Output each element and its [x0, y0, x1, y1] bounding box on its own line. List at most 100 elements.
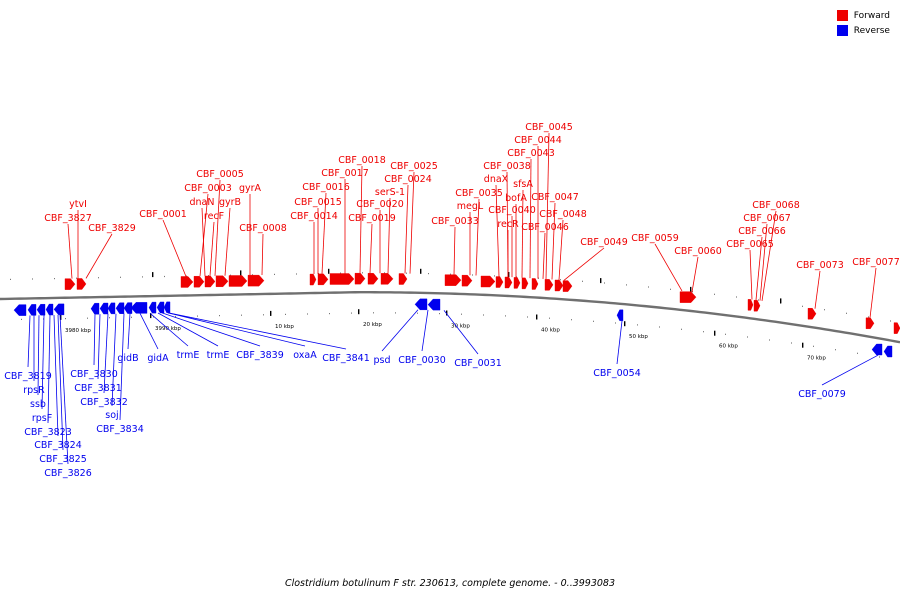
leader-line [167, 312, 306, 347]
tick-label: 3980 kbp [65, 328, 91, 334]
forward-gene-label: CBF_0077 [852, 257, 900, 268]
reverse-gene-arrow [163, 301, 171, 314]
ruler-dot [494, 275, 495, 277]
major-tick [714, 330, 716, 336]
ruler-dot [736, 296, 737, 298]
tick-label: 30 kbp [451, 324, 470, 330]
ruler-dot [571, 319, 572, 321]
forward-gene-arrow [380, 273, 394, 285]
forward-gene-label: CBF_0020 [356, 199, 404, 210]
leader-line [821, 354, 879, 386]
tick-label: 40 kbp [541, 328, 560, 334]
leader-line [261, 233, 264, 276]
forward-gene-label: CBF_0046 [521, 222, 569, 233]
ruler-dot [98, 277, 99, 279]
ruler-dot [714, 293, 715, 295]
leader-line [157, 312, 219, 347]
major-tick [508, 272, 510, 277]
ruler-dot [307, 313, 308, 315]
forward-gene-arrow [193, 276, 205, 288]
leader-line [529, 158, 532, 279]
forward-gene-label: serS-1 [375, 187, 405, 198]
leader-line [421, 309, 429, 352]
ruler-dot [659, 326, 660, 328]
major-tick [600, 278, 602, 284]
forward-gene-label: CBF_0015 [294, 197, 342, 208]
reverse-gene-label: CBF_3830 [70, 369, 118, 380]
reverse-swatch [836, 25, 848, 36]
forward-gene-label: CBF_0040 [488, 205, 536, 216]
major-tick [780, 298, 782, 304]
leader-line [749, 249, 753, 300]
reverse-gene-label: trmE [207, 350, 230, 361]
ruler-dot [186, 275, 187, 277]
reverse-gene-arrow [414, 298, 428, 311]
major-tick [328, 268, 330, 274]
major-tick [270, 310, 272, 316]
leader-line [404, 184, 409, 274]
forward-gene-label: CBF_0065 [726, 239, 774, 250]
forward-gene-label: sfsA [513, 179, 533, 190]
forward-gene-arrow [367, 273, 379, 285]
reverse-gene-arrow [13, 304, 27, 316]
reverse-gene-label: CBF_0031 [454, 358, 502, 369]
reverse-gene-arrow [130, 302, 148, 314]
leader-line [443, 310, 479, 355]
genome-backbone [0, 290, 900, 344]
leader-line [654, 243, 683, 292]
ruler-dot [802, 305, 803, 307]
ruler-dot [703, 331, 704, 333]
reverse-gene-arrow [36, 304, 46, 316]
leader-line [691, 256, 699, 293]
ruler-dot [10, 278, 11, 280]
ruler-dot [428, 273, 429, 275]
reverse-gene-label: gidA [147, 353, 169, 364]
ruler-dot [538, 277, 539, 279]
forward-gene-arrow [398, 273, 408, 285]
reverse-gene-label: trmE [177, 350, 200, 361]
reverse-gene-label: CBF_3823 [24, 427, 72, 438]
leader-line [616, 320, 623, 365]
ruler-dot [329, 313, 330, 315]
leader-line [37, 315, 40, 396]
ruler-dot [219, 315, 220, 317]
forward-gene-arrow [562, 280, 573, 292]
leader-line [139, 313, 159, 350]
ruler-dot [824, 309, 825, 311]
leader-line [161, 312, 261, 347]
reverse-gene-arrow [883, 345, 893, 358]
ruler-dot [175, 315, 176, 318]
forward-gene-label: CBF_0008 [239, 223, 287, 234]
legend-reverse-label: Reverse [853, 25, 890, 36]
ruler-dot [868, 316, 869, 318]
reverse-gene-arrow [427, 298, 441, 311]
ruler-dot [65, 318, 66, 320]
forward-gene-label: CBF_0025 [390, 161, 438, 172]
leader-line [201, 207, 206, 277]
forward-gene-arrow [679, 291, 697, 303]
ruler-dot [593, 320, 594, 322]
forward-gene-label: CBF_0019 [348, 213, 396, 224]
forward-gene-label: megL [457, 201, 484, 212]
forward-gene-arrow [317, 273, 329, 286]
leader-line [214, 179, 221, 276]
ruler-dot [208, 275, 209, 277]
forward-gene-arrow [753, 300, 761, 312]
major-tick [150, 313, 152, 319]
ruler-dot [32, 278, 33, 280]
ruler-dot [604, 282, 605, 284]
leader-line [521, 189, 524, 278]
leader-line [57, 314, 64, 451]
reverse-gene-label: rpsF [32, 413, 52, 424]
ruler-dot [351, 312, 352, 314]
forward-gene-label: CBF_0048 [539, 209, 587, 220]
ruler-dot [813, 345, 814, 347]
leader-line [545, 132, 550, 280]
leader-line [111, 313, 117, 407]
leader-line [369, 223, 373, 274]
leader-line [542, 232, 546, 279]
reverse-gene-arrow [107, 302, 116, 315]
leader-line [93, 314, 96, 366]
forward-gene-label: CBF_0044 [514, 135, 562, 146]
